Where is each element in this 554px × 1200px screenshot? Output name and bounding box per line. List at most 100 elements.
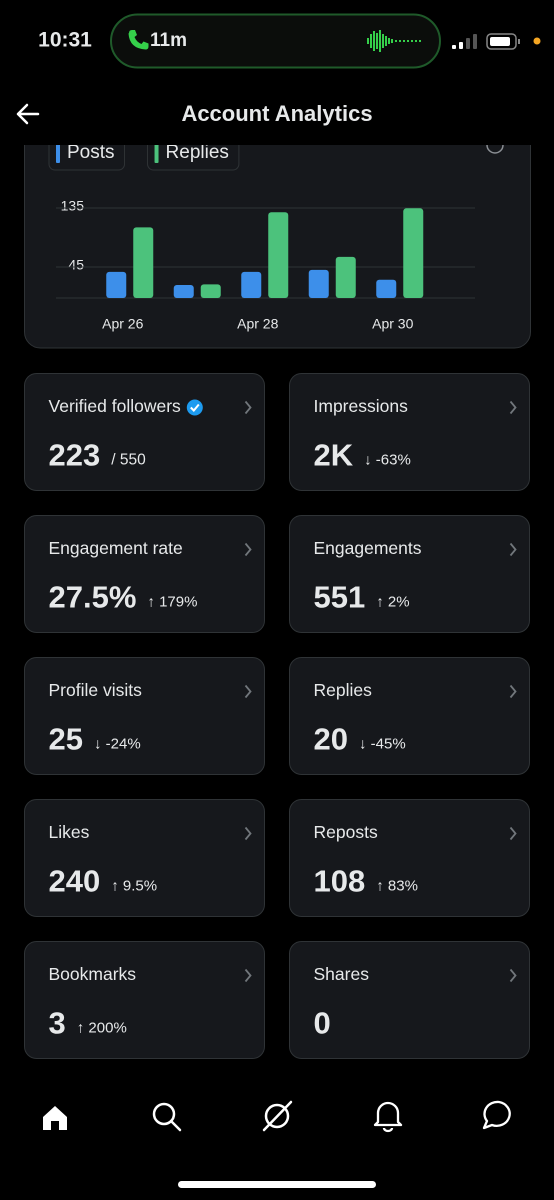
metric-card[interactable]: Reposts 108 ↑ 83% [289, 799, 530, 917]
nav-grok[interactable] [264, 1103, 290, 1129]
metric-total: / 550 [111, 452, 146, 469]
metric-value: 3 [49, 1006, 66, 1041]
home-indicator [178, 1181, 376, 1188]
bottom-nav [43, 1100, 511, 1188]
metric-label: Verified followers [49, 396, 182, 416]
nav-home[interactable] [43, 1106, 67, 1130]
legend-label: Replies [166, 142, 229, 163]
metric-card[interactable]: Engagement rate 27.5% ↑ 179% [24, 515, 265, 633]
battery-level [490, 37, 510, 46]
call-duration: 11m [150, 30, 187, 51]
verified-badge [186, 399, 203, 416]
nav-grok-slash [262, 1100, 293, 1132]
verified-check [190, 403, 200, 412]
chevron [244, 684, 252, 699]
card-background [24, 515, 265, 633]
metric-value: 20 [314, 722, 348, 757]
metric-label: Likes [49, 822, 90, 842]
chevron [244, 400, 252, 415]
chevron [509, 968, 517, 983]
metric-change: ↑ 83% [376, 877, 418, 894]
signal-bar [466, 38, 470, 49]
bar [106, 271, 127, 298]
chevron [244, 826, 252, 841]
mic-indicator [533, 37, 541, 45]
header: 10:31 11m Account Analytics [0, 0, 554, 145]
metric-value: 2K [314, 438, 354, 473]
nav-messages[interactable] [482, 1100, 511, 1130]
metric-label: Replies [314, 680, 373, 700]
metric-grid: Verified followers 223 / 550 Impressions 2K ↓… [24, 373, 530, 1059]
call-pill[interactable] [110, 13, 441, 69]
page-title: Account Analytics [181, 101, 372, 126]
metric-card[interactable]: Profile visits 25 ↓ -24% [24, 657, 265, 775]
y-tick-label: 135 [61, 198, 85, 214]
legend-swatch [56, 144, 60, 163]
bar [268, 212, 289, 298]
bar [376, 279, 397, 298]
chevron [509, 826, 517, 841]
metric-label: Bookmarks [49, 964, 137, 984]
card-background [24, 799, 265, 917]
y-tick-label: 45 [68, 257, 84, 273]
chevron [244, 968, 252, 983]
battery-tip [518, 39, 520, 44]
bar [241, 271, 262, 298]
metric-card[interactable]: Replies 20 ↓ -45% [289, 657, 530, 775]
metric-label: Profile visits [49, 680, 143, 700]
metric-label: Impressions [314, 396, 409, 416]
waveform [367, 30, 421, 52]
chevron [509, 684, 517, 699]
metric-card[interactable]: Impressions 2K ↓ -63% [289, 373, 530, 491]
chevron [244, 542, 252, 557]
x-tick-label: Apr 28 [237, 316, 278, 332]
metric-change: ↑ 2% [376, 593, 409, 610]
metric-label: Engagement rate [49, 538, 183, 558]
bar [200, 284, 221, 298]
metric-label: Shares [314, 964, 370, 984]
nav-search-handle [169, 1119, 182, 1132]
metric-value: 551 [314, 580, 366, 615]
legend-item[interactable]: Posts [48, 136, 126, 171]
metric-change: ↑ 179% [147, 593, 197, 610]
bar [403, 208, 424, 298]
bar [335, 256, 356, 298]
signal-bar [459, 42, 463, 49]
metric-label: Engagements [314, 538, 422, 558]
bar [173, 285, 194, 298]
legend-swatch [154, 144, 159, 163]
metric-change: ↓ -24% [94, 735, 141, 752]
metric-change: ↓ -45% [359, 735, 406, 752]
metric-value: 27.5% [49, 580, 137, 615]
metric-card[interactable]: Engagements 551 ↑ 2% [289, 515, 530, 633]
card-background [289, 657, 530, 775]
metric-card[interactable]: Verified followers 223 / 550 [24, 373, 265, 491]
back-button[interactable] [16, 103, 40, 125]
battery [486, 33, 517, 50]
metric-card[interactable]: Bookmarks 3 ↑ 200% [24, 941, 265, 1059]
x-tick-label: Apr 26 [102, 316, 143, 332]
phone-icon [128, 30, 149, 50]
x-tick-label: Apr 30 [372, 316, 413, 332]
metric-card[interactable]: Likes 240 ↑ 9.5% [24, 799, 265, 917]
nav-search[interactable] [152, 1102, 176, 1126]
nav-notifications[interactable] [373, 1101, 403, 1133]
metric-card[interactable]: Shares 0 [289, 941, 530, 1059]
card-background [289, 799, 530, 917]
metric-value: 25 [49, 722, 83, 757]
metric-value: 108 [314, 864, 366, 899]
chevron [509, 542, 517, 557]
metric-value: 223 [49, 438, 101, 473]
metric-label: Reposts [314, 822, 378, 842]
bar [308, 269, 329, 298]
clock: 10:31 [38, 29, 92, 52]
card-background [289, 515, 530, 633]
metric-change: ↓ -63% [364, 451, 411, 468]
chart: Posts Replies 45 135 Apr 26 Apr 28 Apr 30 [24, 99, 531, 349]
metric-change: ↑ 200% [77, 1019, 127, 1036]
metric-change: ↑ 9.5% [111, 877, 157, 894]
chevron [509, 400, 517, 415]
signal-bar [452, 45, 456, 49]
